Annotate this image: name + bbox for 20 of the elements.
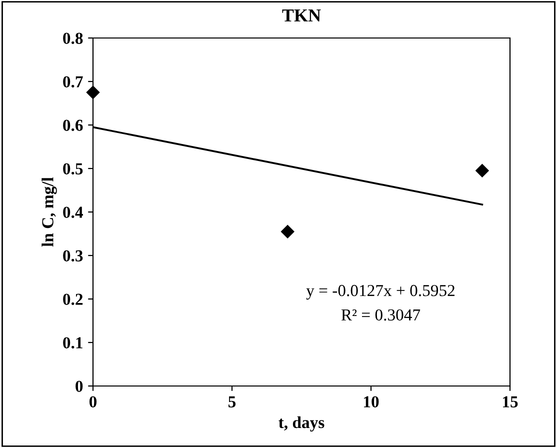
annotation: y = -0.0127x + 0.5952 bbox=[306, 284, 454, 300]
annotation: R² = 0.3047 bbox=[341, 309, 420, 321]
chart-title: TKN bbox=[282, 10, 321, 22]
y-tick-label: 0 bbox=[76, 380, 83, 392]
y-axis-title: ln C, mg/l bbox=[42, 177, 57, 247]
y-tick-label: 0.4 bbox=[63, 206, 83, 218]
y-tick-label: 0.6 bbox=[63, 120, 83, 132]
y-tick-label: 0.7 bbox=[63, 76, 83, 88]
x-tick-label: 10 bbox=[364, 396, 379, 408]
point bbox=[281, 224, 294, 238]
y-tick-label: 0.8 bbox=[63, 32, 83, 44]
x-tick-label: 0 bbox=[89, 396, 97, 408]
y-tick-label: 0.1 bbox=[63, 337, 82, 349]
y-tick-label: 0.3 bbox=[63, 250, 83, 262]
point bbox=[476, 164, 489, 178]
y-tick-label: 0.5 bbox=[63, 163, 83, 175]
x-axis-title: t, days bbox=[278, 416, 324, 432]
y-tick-label: 0.2 bbox=[63, 294, 83, 306]
x-tick-label: 15 bbox=[503, 396, 518, 408]
x-tick-label: 5 bbox=[228, 396, 236, 408]
